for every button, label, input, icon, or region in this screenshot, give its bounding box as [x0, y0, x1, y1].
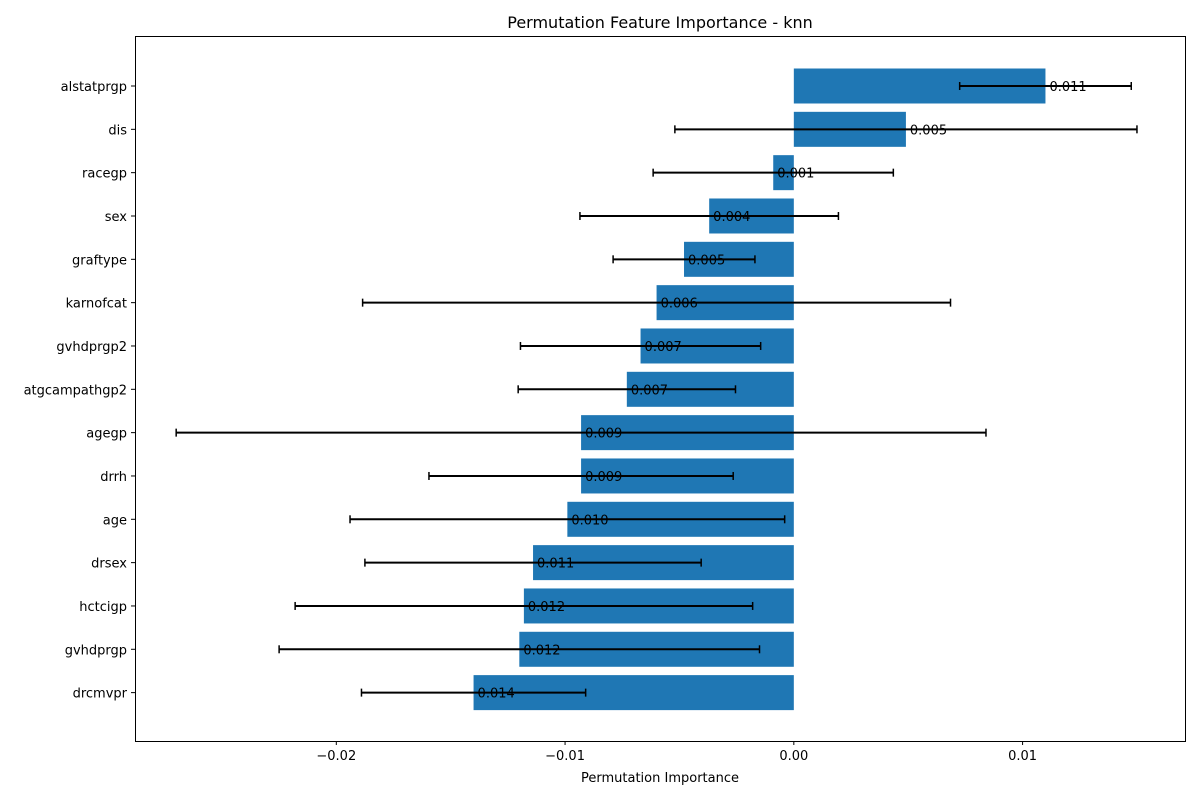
data-label-hctcigp: 0.012	[528, 600, 565, 615]
data-label-graftype: 0.005	[688, 253, 725, 268]
data-label-sex: 0.004	[713, 210, 750, 225]
x-axis-label: Permutation Importance	[581, 771, 739, 786]
x-tick-label-1: −0.01	[545, 749, 585, 764]
data-label-drrh: 0.009	[585, 470, 622, 485]
y-tick-label-drrh: drrh	[100, 470, 127, 485]
y-tick-label-alstatprgp: alstatprgp	[61, 80, 127, 95]
y-tick-label-agegp: agegp	[86, 427, 127, 442]
y-tick-label-racegp: racegp	[82, 167, 127, 182]
data-label-atgcampathgp2: 0.007	[631, 383, 668, 398]
data-label-alstatprgp: 0.011	[1049, 80, 1086, 95]
y-tick-label-age: age	[103, 513, 127, 528]
x-tick-label-3: 0.01	[1008, 749, 1037, 764]
data-label-karnofcat: 0.006	[661, 297, 698, 312]
y-tick-label-atgcampathgp2: atgcampathgp2	[24, 383, 127, 398]
y-tick-label-drcmvpr: drcmvpr	[73, 687, 128, 702]
data-label-dis: 0.005	[910, 123, 947, 138]
plot-frame	[135, 36, 1186, 742]
chart-title: Permutation Feature Importance - knn	[507, 13, 812, 32]
data-label-age: 0.010	[571, 513, 608, 528]
y-tick-label-gvhdprgp: gvhdprgp	[65, 643, 127, 658]
data-label-gvhdprgp2: 0.007	[645, 340, 682, 355]
y-tick-label-gvhdprgp2: gvhdprgp2	[56, 340, 127, 355]
y-tick-label-dis: dis	[108, 123, 127, 138]
x-tick-label-0: −0.02	[316, 749, 356, 764]
plot-area: 0.011 alstatprgp 0.005 dis 0.001 racegp 0.004 s…	[24, 68, 1138, 764]
y-tick-label-sex: sex	[105, 210, 128, 225]
y-tick-label-graftype: graftype	[72, 253, 127, 268]
data-label-racegp: 0.001	[777, 167, 814, 182]
x-tick-label-2: 0.00	[779, 749, 808, 764]
data-label-drsex: 0.011	[537, 557, 574, 572]
y-tick-label-drsex: drsex	[91, 557, 127, 572]
y-tick-label-hctcigp: hctcigp	[79, 600, 127, 615]
y-tick-label-karnofcat: karnofcat	[66, 297, 127, 312]
data-label-gvhdprgp: 0.012	[523, 643, 560, 658]
data-label-drcmvpr: 0.014	[478, 687, 515, 702]
data-label-agegp: 0.009	[585, 427, 622, 442]
